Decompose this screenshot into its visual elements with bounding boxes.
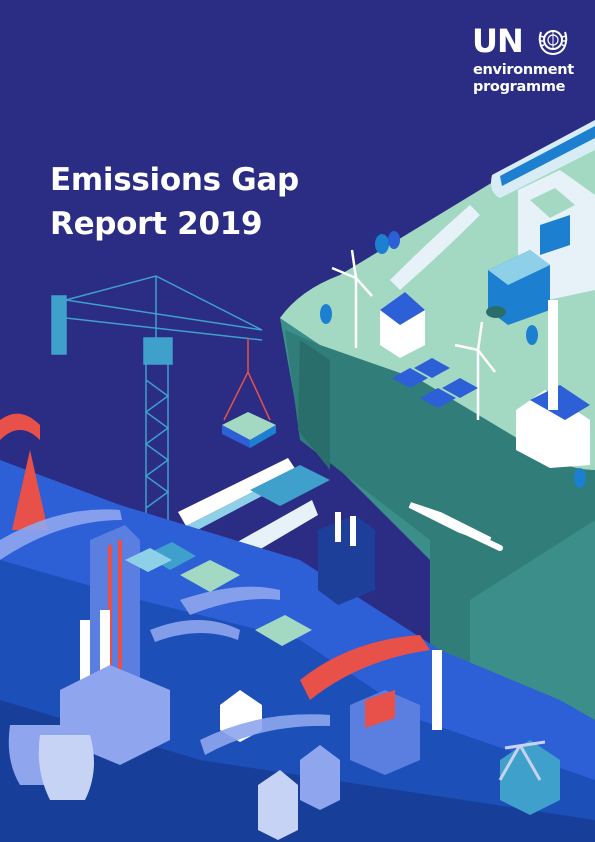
- wind-turbines: [331, 249, 496, 420]
- puzzle-piece-lifted: [222, 412, 276, 448]
- bridge-pieces: [178, 458, 503, 560]
- un-emblem-icon: [538, 30, 568, 56]
- report-title: Emissions Gap Report 2019: [50, 158, 299, 246]
- construction-crane: [51, 275, 271, 520]
- logo-line-environment: environment: [473, 62, 574, 78]
- logo-acronym: UN: [472, 22, 524, 60]
- solar-panels: [392, 358, 478, 408]
- report-title-line2: Report 2019: [50, 206, 263, 242]
- trees: [320, 231, 586, 488]
- eco-buildings: [380, 170, 595, 468]
- logo-line-programme: programme: [473, 79, 566, 95]
- oil-pump-jack: [498, 740, 546, 781]
- report-title-line1: Emissions Gap: [50, 162, 299, 198]
- puzzle-pieces: [125, 542, 312, 646]
- maglev-train: [390, 120, 595, 290]
- un-environment-logo: UN environment programme: [472, 24, 582, 99]
- smoke-plumes: [0, 509, 330, 755]
